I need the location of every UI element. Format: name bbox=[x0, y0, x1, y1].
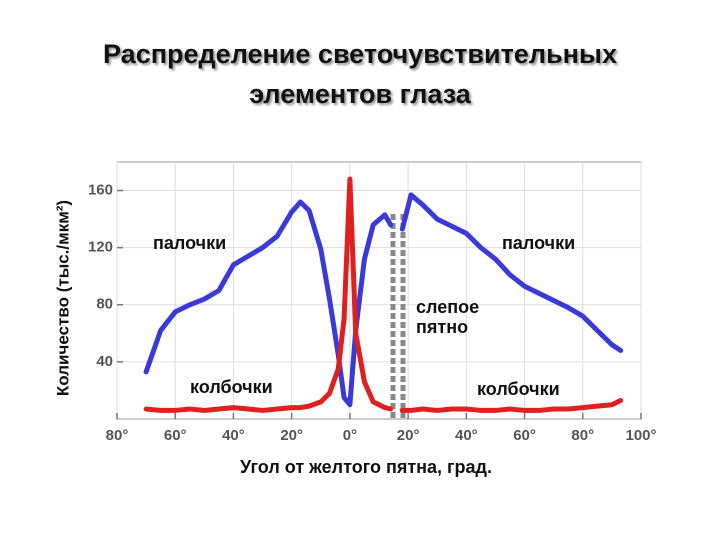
y-tick-label: 40 bbox=[96, 353, 113, 370]
series-line bbox=[399, 192, 624, 353]
plot-area bbox=[116, 161, 642, 420]
series-line bbox=[143, 176, 394, 413]
x-tick-label: 20° bbox=[397, 427, 420, 444]
chart-title: Распределение светочувствительных элемен… bbox=[103, 39, 617, 109]
annotation: колбочки bbox=[190, 377, 273, 397]
y-tick-label: 80 bbox=[96, 296, 113, 313]
annotation: колбочки bbox=[477, 379, 560, 399]
annotation: слепое bbox=[416, 297, 479, 317]
series-line bbox=[143, 199, 394, 408]
x-tick-label: 0° bbox=[343, 427, 357, 444]
x-tick-label: 80° bbox=[571, 427, 594, 444]
annotation: палочки bbox=[502, 233, 575, 253]
y-tick-label: 120 bbox=[88, 239, 113, 256]
y-axis-label: Количество (тыс./мкм²) bbox=[53, 200, 72, 396]
x-tick-label: 40° bbox=[455, 427, 478, 444]
x-tick-label: 20° bbox=[280, 427, 303, 444]
x-tick-label: 80° bbox=[106, 427, 129, 444]
x-tick-label: 40° bbox=[222, 427, 245, 444]
y-tick-label: 160 bbox=[88, 182, 113, 199]
x-tick-label: 60° bbox=[513, 427, 536, 444]
series-line bbox=[399, 397, 624, 413]
x-tick-label: 60° bbox=[164, 427, 187, 444]
annotation: пятно bbox=[416, 317, 468, 337]
annotation: палочки bbox=[153, 233, 226, 253]
x-tick-label: 100° bbox=[625, 427, 656, 444]
x-axis-label: Угол от желтого пятна, град. bbox=[240, 457, 492, 477]
